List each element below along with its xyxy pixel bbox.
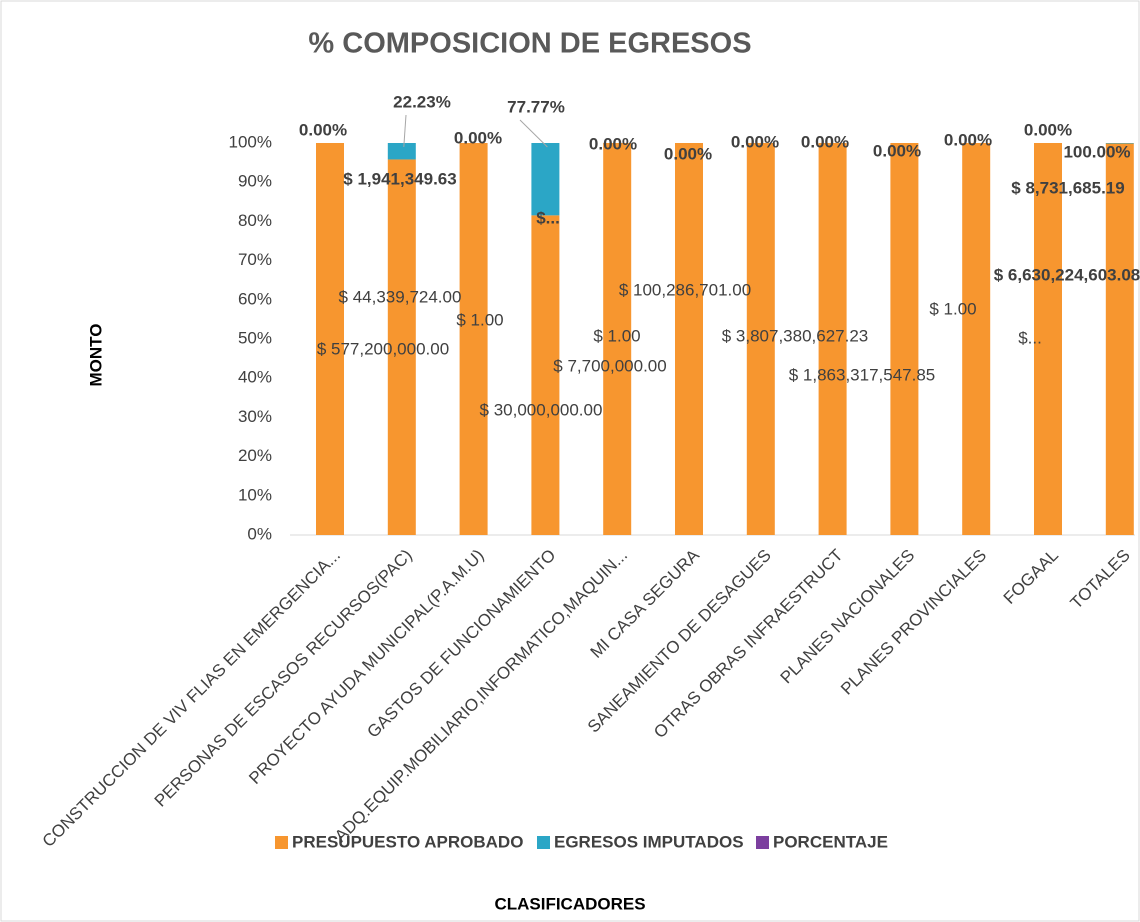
bar-segment bbox=[531, 143, 560, 216]
y-tick-label: 80% bbox=[238, 211, 272, 230]
y-tick-label: 30% bbox=[238, 407, 272, 426]
data-label: $... bbox=[1018, 328, 1042, 347]
legend-label: EGRESOS IMPUTADOS bbox=[554, 832, 744, 851]
legend-label: PORCENTAJE bbox=[773, 832, 888, 851]
legend-swatch bbox=[537, 836, 550, 849]
y-tick-label: 100% bbox=[229, 132, 272, 151]
bar-segment bbox=[387, 143, 416, 160]
leader-line bbox=[519, 119, 548, 148]
x-axis-title: CLASIFICADORES bbox=[494, 894, 645, 913]
bar-segment bbox=[1105, 143, 1134, 144]
data-label: 0.00% bbox=[873, 141, 921, 160]
data-label: $ 1.00 bbox=[593, 326, 640, 345]
data-label: 100.00% bbox=[1063, 142, 1130, 161]
y-tick-label: 10% bbox=[238, 485, 272, 504]
bar-segment bbox=[1105, 143, 1134, 536]
y-tick-label: 40% bbox=[238, 368, 272, 387]
data-label: 22.23% bbox=[393, 92, 451, 111]
data-label: $ 3,807,380,627.23 bbox=[722, 326, 869, 345]
data-label: 0.00% bbox=[1024, 120, 1072, 139]
data-label: 0.00% bbox=[299, 120, 347, 139]
data-label: $ 1.00 bbox=[456, 310, 503, 329]
leader-line bbox=[403, 114, 407, 148]
data-label: 77.77% bbox=[507, 97, 565, 116]
data-label: $ 6,630,224,603.08 bbox=[994, 265, 1140, 284]
data-label: 0.00% bbox=[589, 134, 637, 153]
data-label: 0.00% bbox=[944, 130, 992, 149]
data-label: $ 44,339,724.00 bbox=[339, 287, 462, 306]
y-tick-label: 90% bbox=[238, 172, 272, 191]
legend-swatch bbox=[756, 836, 769, 849]
data-label: $ 100,286,701.00 bbox=[619, 280, 751, 299]
bar-segment bbox=[603, 143, 632, 535]
data-label: $ 7,700,000.00 bbox=[553, 356, 666, 375]
bar-segment bbox=[818, 143, 847, 535]
data-label: 0.00% bbox=[454, 128, 502, 147]
bar-segment bbox=[531, 215, 560, 536]
bar-segment bbox=[890, 143, 919, 535]
data-label: $... bbox=[536, 208, 560, 227]
bar-segment bbox=[962, 143, 991, 535]
legend-swatch bbox=[275, 836, 288, 849]
bar-segment bbox=[1034, 143, 1062, 535]
bar-segment bbox=[387, 159, 416, 535]
bar-segment bbox=[675, 143, 703, 535]
data-label: $ 8,731,685.19 bbox=[1011, 178, 1124, 197]
y-tick-label: 20% bbox=[238, 446, 272, 465]
y-tick-label: 60% bbox=[238, 289, 272, 308]
y-axis-title: MONTO bbox=[86, 324, 105, 387]
data-label: $ 1,863,317,547.85 bbox=[789, 365, 936, 384]
data-label: 0.00% bbox=[664, 144, 712, 163]
data-label: 0.00% bbox=[731, 132, 779, 151]
data-label: $ 577,200,000.00 bbox=[317, 339, 449, 358]
data-label: 0.00% bbox=[801, 132, 849, 151]
y-tick-label: 0% bbox=[247, 524, 272, 543]
y-tick-label: 50% bbox=[238, 328, 272, 347]
chart-title: % COMPOSICION DE EGRESOS bbox=[308, 28, 751, 60]
bar-segment bbox=[746, 143, 775, 535]
data-label: $ 30,000,000.00 bbox=[480, 400, 603, 419]
data-label: $ 1,941,349.63 bbox=[343, 169, 456, 188]
y-tick-label: 70% bbox=[238, 250, 272, 269]
bar-segment bbox=[316, 143, 344, 535]
bar-segment bbox=[459, 143, 488, 535]
legend-label: PRESUPUESTO APROBADO bbox=[292, 832, 523, 851]
data-label: $ 1.00 bbox=[929, 299, 976, 318]
